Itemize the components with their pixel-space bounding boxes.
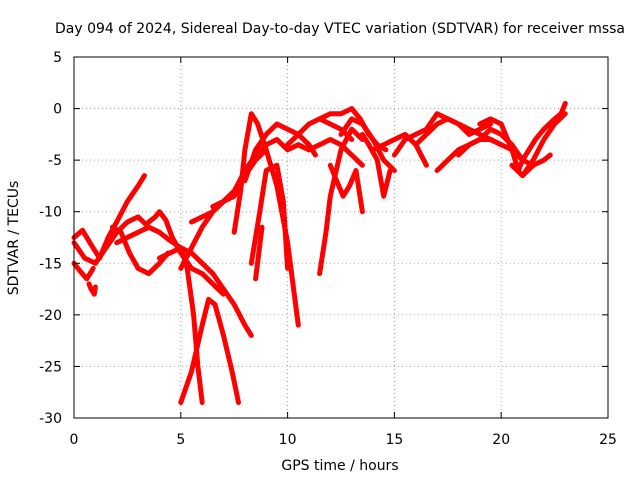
y-tick-label: -20 <box>39 308 62 324</box>
series-arc-21 <box>327 162 365 215</box>
series-arc-08 <box>156 245 205 405</box>
y-tick-label: -15 <box>39 256 62 272</box>
x-tick-label: 20 <box>492 432 510 448</box>
series-arc-14 <box>242 121 318 184</box>
series-arc-16 <box>253 224 265 282</box>
y-tick-labels: -30 -25 -20 -15 -10 -5 0 5 <box>39 50 62 427</box>
x-tick-labels: 0 5 10 15 20 25 <box>70 432 617 448</box>
series-arc-03 <box>71 260 96 282</box>
x-tick-label: 5 <box>176 432 185 448</box>
x-tick-label: 10 <box>279 432 297 448</box>
series-arc-04 <box>86 281 98 297</box>
y-tick-label: -30 <box>39 411 62 427</box>
y-axis-label: SDTVAR / TECUs <box>6 181 22 296</box>
y-tick-label: -10 <box>39 205 62 221</box>
x-axis-label: GPS time / hours <box>281 458 398 474</box>
x-tick-label: 0 <box>70 432 79 448</box>
series-arc-19 <box>317 126 365 277</box>
x-tick-label: 25 <box>599 432 617 448</box>
plot-frame <box>73 56 609 419</box>
series-arc-24 <box>370 131 429 168</box>
axis-ticks <box>73 56 609 419</box>
y-tick-label: -25 <box>39 359 62 375</box>
series-arc-29 <box>477 100 568 173</box>
series-arc-15 <box>248 162 291 271</box>
series-arc-05 <box>109 224 171 277</box>
series-arc-07 <box>146 209 226 297</box>
series-arc-09 <box>178 296 241 405</box>
y-tick-label: 5 <box>53 50 62 66</box>
series-arc-06 <box>114 224 254 338</box>
series-arc-31 <box>520 152 553 179</box>
series-arc-11 <box>189 137 312 225</box>
series-arc-22 <box>338 116 397 173</box>
grid-lines <box>74 57 608 418</box>
chart-title: Day 094 of 2024, Sidereal Day-to-day VTE… <box>55 21 625 37</box>
series-arc-01 <box>71 173 147 261</box>
series-arc-26 <box>413 116 493 148</box>
data-series <box>71 100 568 405</box>
y-tick-label: -5 <box>48 153 62 169</box>
series-arc-23 <box>359 131 393 199</box>
series-arc-18 <box>295 137 365 168</box>
y-tick-label: 0 <box>53 102 62 118</box>
x-tick-label: 15 <box>385 432 403 448</box>
